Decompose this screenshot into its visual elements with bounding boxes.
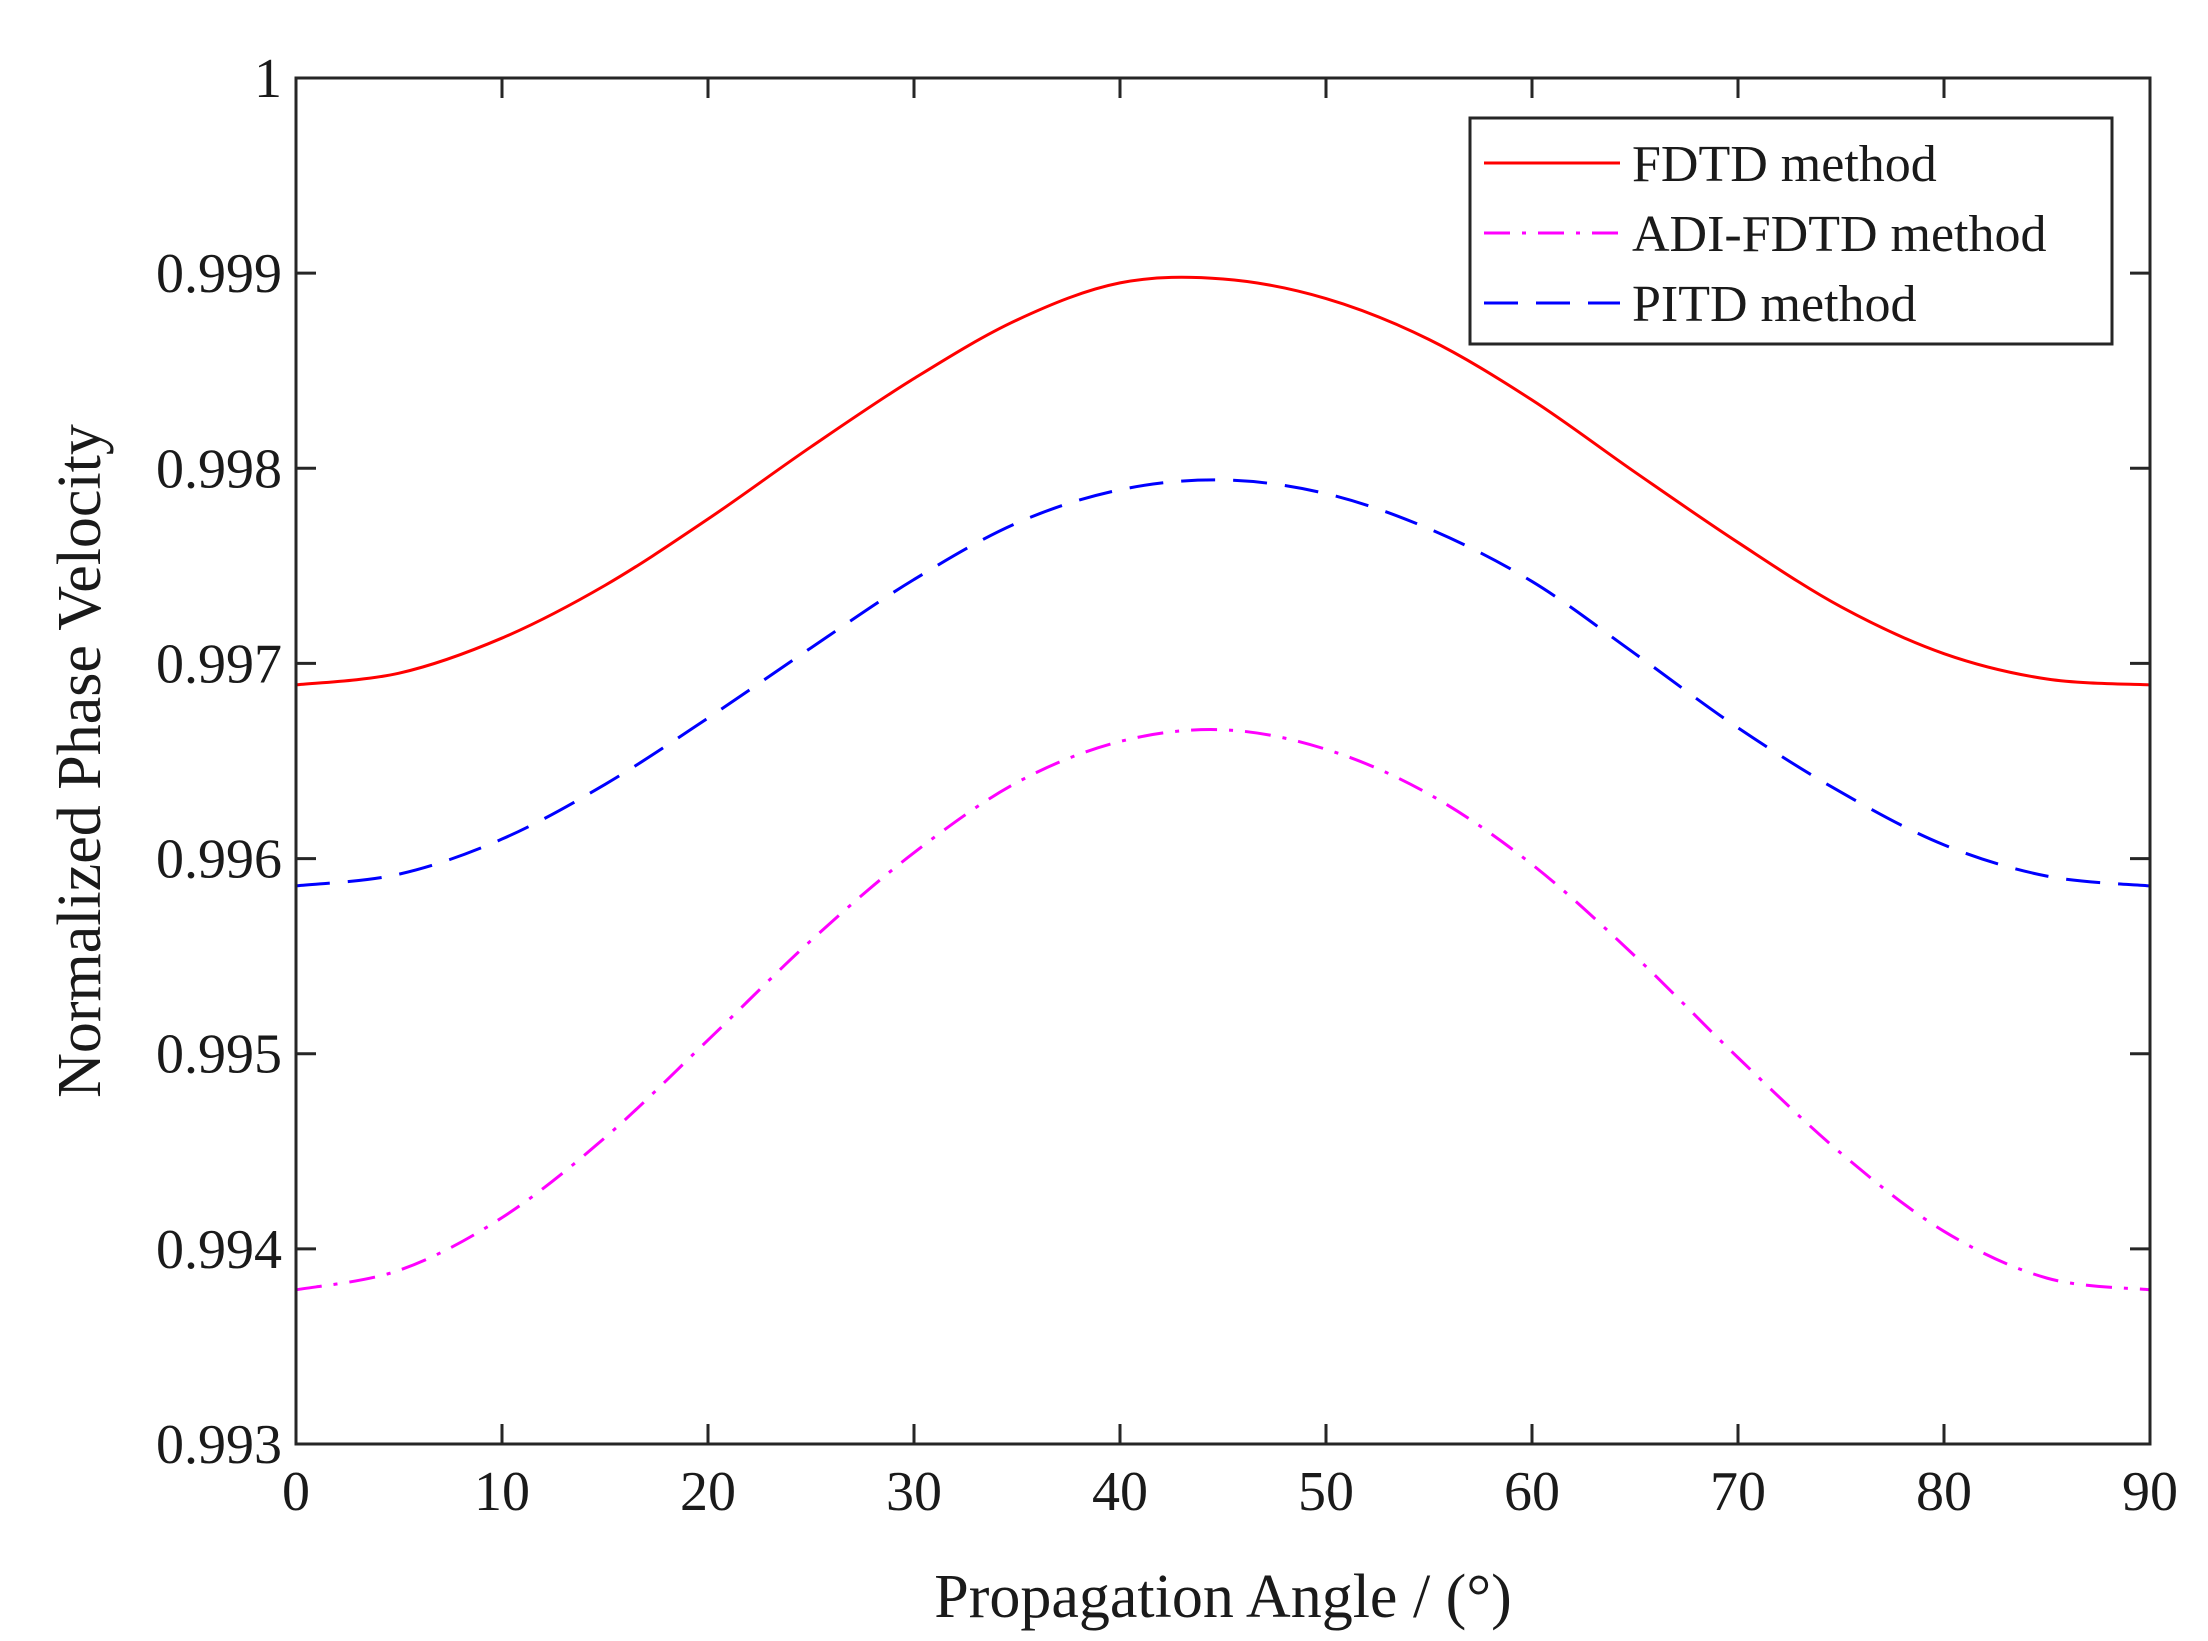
y-tick-label: 0.996 bbox=[156, 829, 282, 891]
y-tick-label: 0.995 bbox=[156, 1024, 282, 1086]
y-tick-label: 0.999 bbox=[156, 243, 282, 305]
series-curves bbox=[295, 275, 2151, 1292]
series-line-1 bbox=[295, 275, 2151, 687]
x-tick-label: 10 bbox=[474, 1461, 530, 1523]
y-tick-label: 0.998 bbox=[156, 438, 282, 500]
x-tick-label: 80 bbox=[1916, 1461, 1972, 1523]
series-line-3 bbox=[295, 478, 2151, 888]
legend-box bbox=[1468, 116, 2114, 346]
y-tick-label: 0.994 bbox=[156, 1219, 282, 1281]
y-tick-label: 1 bbox=[254, 48, 282, 110]
x-tick-label: 50 bbox=[1298, 1461, 1354, 1523]
legend: FDTD method ADI-FDTD method PITD method bbox=[1468, 116, 2114, 346]
x-tick-label: 90 bbox=[2122, 1461, 2178, 1523]
legend-label-3: PITD method bbox=[1632, 276, 1917, 333]
legend-label-1: FDTD method bbox=[1632, 136, 1937, 193]
y-axis-title: Normalized Phase Velocity bbox=[46, 424, 114, 1098]
x-tick-label: 20 bbox=[680, 1461, 736, 1523]
x-tick-label: 0 bbox=[282, 1461, 310, 1523]
x-tick-label: 40 bbox=[1092, 1461, 1148, 1523]
plot-frame bbox=[294, 76, 2152, 1446]
series-line-2 bbox=[295, 728, 2151, 1292]
x-axis-title: Propagation Angle / (°) bbox=[934, 1563, 1512, 1631]
y-tick-label: 0.997 bbox=[156, 633, 282, 695]
axis-ticks: 0 10 20 30 40 50 60 70 80 90 0.993 0.994 0.995 0.996 0… bbox=[156, 48, 2178, 1523]
y-tick-label: 0.993 bbox=[156, 1414, 282, 1476]
x-tick-label: 60 bbox=[1504, 1461, 1560, 1523]
x-tick-label: 30 bbox=[886, 1461, 942, 1523]
legend-label-2: ADI-FDTD method bbox=[1632, 206, 2047, 263]
x-tick-label: 70 bbox=[1710, 1461, 1766, 1523]
